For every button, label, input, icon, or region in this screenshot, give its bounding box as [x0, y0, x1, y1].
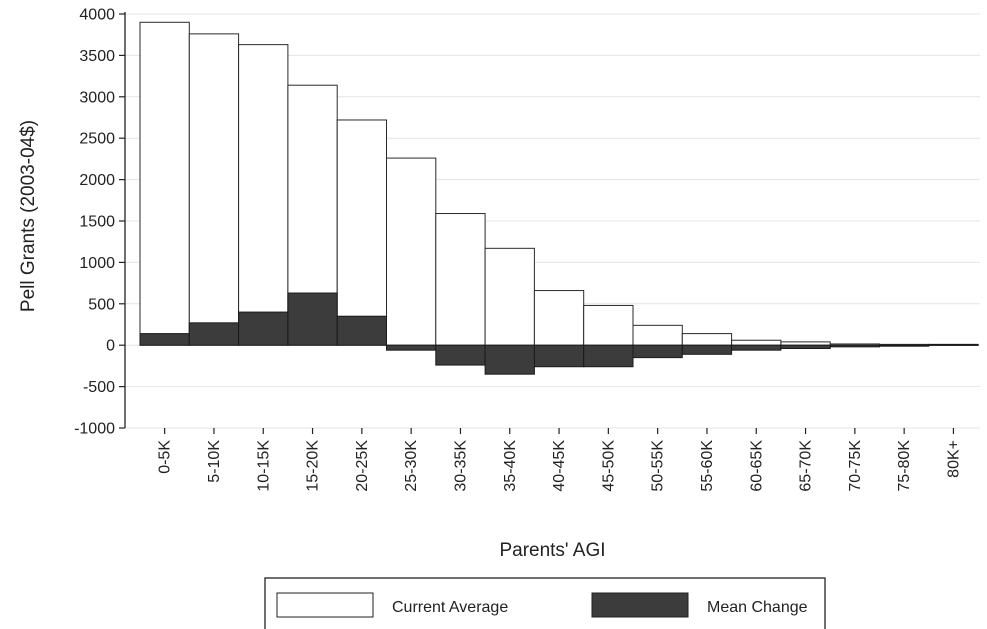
y-tick-label: 3500 [79, 48, 115, 65]
current-average-bars [139, 21, 979, 346]
y-tick-label: 1000 [79, 255, 115, 272]
x-tick-label: 50-55K [650, 440, 667, 492]
x-tick-label: 35-40K [502, 440, 519, 492]
y-axis-title: Pell Grants (2003-04$) [18, 120, 39, 312]
x-tick-label: 60-65K [748, 440, 765, 492]
legend-label-mean-change: Mean Change [707, 599, 808, 616]
bar-mean-change [681, 344, 733, 355]
x-tick-label: 65-70K [798, 440, 815, 492]
bar-mean-change [731, 344, 782, 351]
bar-mean-change [238, 311, 289, 346]
x-tick-label: 45-50K [600, 440, 617, 492]
y-tick-label: 4000 [79, 7, 115, 24]
bar-current-average [336, 119, 388, 346]
y-tick-label: -500 [83, 379, 115, 396]
bar-mean-change [632, 344, 683, 359]
bar-mean-change [879, 344, 930, 347]
bar-current-average [583, 304, 634, 346]
bar-current-average [632, 324, 683, 346]
bar-mean-change [287, 292, 338, 346]
mean-change-bars [139, 292, 979, 375]
y-tick-label: 2000 [79, 172, 115, 189]
y-tick-label: 0 [106, 338, 115, 355]
x-tick-label: 0-5K [157, 440, 174, 474]
x-tick-label: 70-75K [847, 440, 864, 492]
y-tick-label: 3000 [79, 89, 115, 106]
x-tick-label: 80K+ [945, 440, 962, 478]
y-tick-label: -1000 [74, 421, 115, 438]
bar-mean-change [435, 344, 486, 366]
x-axis-title: Parents' AGI [499, 540, 605, 561]
legend: Current Average Mean Change [264, 577, 826, 629]
bar-current-average [188, 33, 240, 346]
legend-swatch-mean-change [591, 592, 689, 618]
bar-mean-change [188, 322, 240, 346]
x-tick-label: 15-20K [305, 440, 322, 492]
y-tick-label: 2500 [79, 131, 115, 148]
bar-mean-change [484, 344, 535, 375]
y-axis-ticks: -1000 -500 0 500 1000 1500 2000 2500 3000 3500 400… [74, 7, 125, 438]
bar-current-average [484, 247, 535, 346]
bar-mean-change [386, 344, 437, 351]
bar-mean-change [139, 333, 190, 346]
x-tick-label: 10-15K [255, 440, 272, 492]
x-tick-label: 40-45K [551, 440, 568, 492]
x-axis-ticks: 0-5K 5-10K 10-15K 15-20K 20-25K 25-30K 30-35K 3… [157, 428, 962, 492]
bar-mean-change [533, 344, 585, 368]
x-tick-label: 5-10K [206, 440, 223, 483]
bar-mean-change [780, 344, 831, 350]
bar-current-average [681, 333, 733, 346]
legend-swatch-current-average [276, 592, 374, 618]
y-tick-label: 500 [88, 296, 115, 313]
bar-mean-change [829, 344, 881, 348]
bar-mean-change [336, 315, 388, 346]
bar-current-average [238, 44, 289, 346]
x-tick-label: 55-60K [699, 440, 716, 492]
y-tick-label: 1500 [79, 214, 115, 231]
x-tick-label: 20-25K [354, 440, 371, 492]
x-tick-label: 30-35K [452, 440, 469, 492]
bar-current-average [731, 339, 782, 346]
bar-current-average [435, 213, 486, 346]
bar-mean-change [928, 343, 979, 346]
bar-mean-change [583, 344, 634, 368]
bar-current-average [386, 157, 437, 346]
bar-current-average [139, 21, 190, 346]
legend-label-current-average: Current Average [392, 599, 508, 616]
x-tick-label: 75-80K [896, 440, 913, 492]
bar-current-average [533, 290, 585, 346]
x-tick-label: 25-30K [403, 440, 420, 492]
